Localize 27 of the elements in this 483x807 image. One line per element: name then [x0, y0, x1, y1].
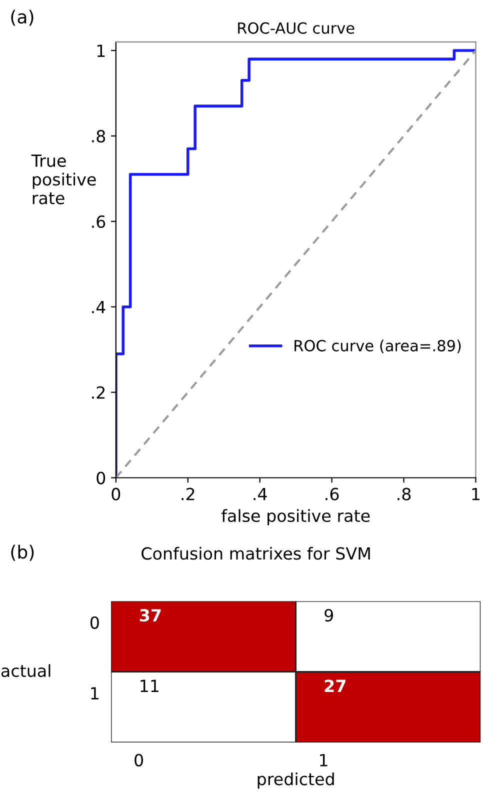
x-tick-label: .8	[398, 488, 411, 500]
y-tick-label: .6	[92, 215, 106, 228]
x-tick-label: 0	[112, 488, 120, 500]
x-tick-label: .2	[182, 488, 194, 500]
chart-title: ROC-AUC curve	[238, 22, 354, 34]
data-label: 11	[140, 680, 158, 692]
data-label: 27	[324, 680, 346, 692]
chart-title: Confusion matrixes for SVM	[142, 546, 370, 560]
y-tick-label: 1	[97, 44, 105, 57]
x-tick-label: .4	[254, 488, 267, 500]
text: (b)	[11, 544, 34, 561]
x-tick-label: 1	[472, 488, 480, 500]
x-axis-title: predicted	[258, 772, 334, 789]
y-tick-label: .4	[92, 301, 106, 314]
y-tick-label: .8	[92, 130, 106, 143]
data-label: 9	[324, 608, 333, 622]
y-axis-title: actual	[1, 664, 50, 678]
y-axis-title: True positive rate	[31, 154, 96, 204]
x-axis-title: false positive rate	[221, 509, 370, 526]
y-tick-label: 0	[96, 472, 106, 484]
y-tick-label: 0	[90, 616, 99, 629]
data-label: 37	[140, 608, 161, 622]
legend-label: ROC curve (area=.89)	[294, 340, 461, 354]
y-tick-label: 1	[91, 687, 98, 700]
text: (a)	[11, 10, 34, 26]
x-tick-label: .6	[326, 488, 339, 500]
y-tick-label: .2	[92, 386, 105, 399]
